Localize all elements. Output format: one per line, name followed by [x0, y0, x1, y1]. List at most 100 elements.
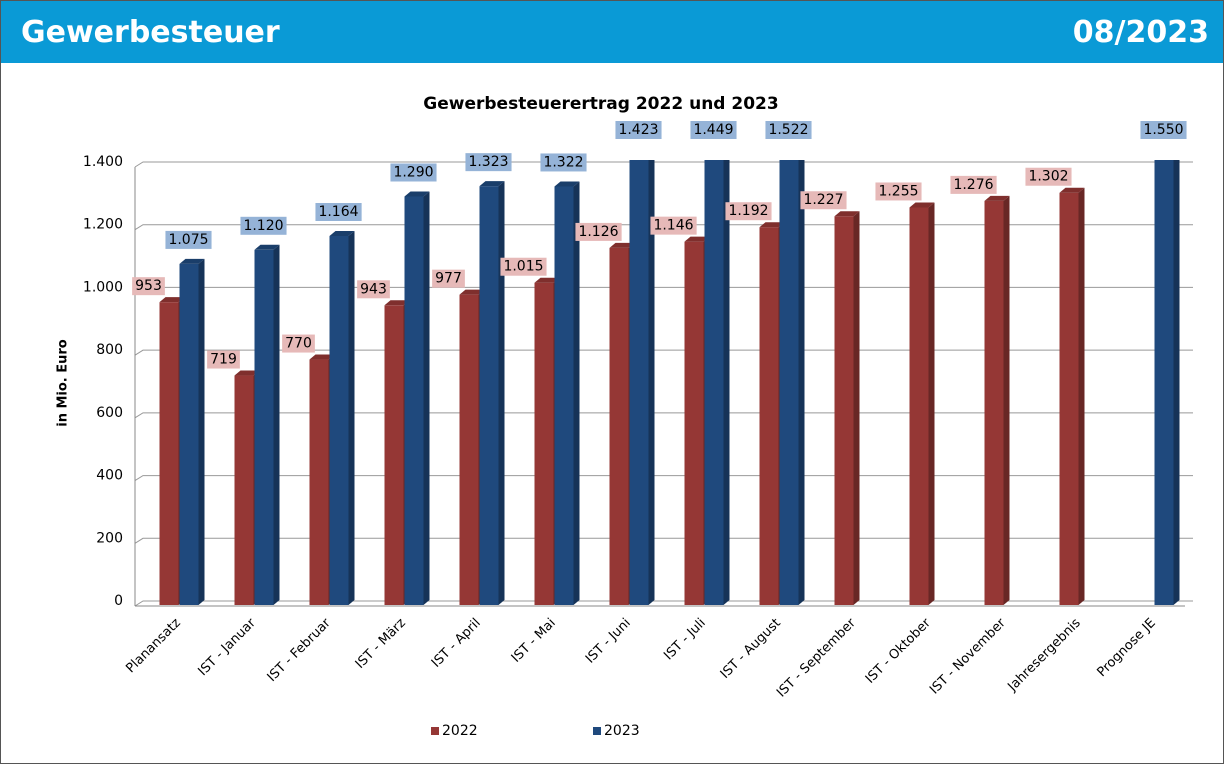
bar-side: [1173, 160, 1180, 605]
bar-top: [705, 142, 730, 147]
bar-side: [648, 160, 655, 605]
bar-side: [423, 191, 430, 605]
y-tick-label: 1.200: [83, 217, 123, 233]
data-label-box: [800, 191, 847, 210]
bar: [554, 186, 574, 606]
x-tick-label: IST - September: [774, 615, 859, 700]
data-label: 1.146: [653, 218, 693, 234]
x-tick-label: IST - Oktober: [863, 615, 934, 686]
grid-line: [134, 600, 1193, 607]
data-label: 1.164: [318, 204, 358, 220]
data-label: 1.302: [1028, 169, 1068, 185]
grid-line: [134, 286, 1193, 293]
data-label: 943: [360, 281, 387, 297]
grid-line: [134, 412, 1193, 419]
grid-line: [134, 161, 1193, 168]
bar-top: [834, 211, 860, 217]
data-label: 1.323: [468, 154, 508, 170]
data-label: 953: [135, 278, 162, 294]
x-tick-label: IST - August: [718, 616, 784, 682]
data-label-box: [1140, 121, 1187, 139]
data-label: 1.290: [393, 164, 433, 180]
bar-side: [498, 181, 505, 605]
chart-title: Gewerbesteuerertrag 2022 und 2023: [423, 94, 778, 114]
bar: [684, 241, 704, 605]
data-label-box: [950, 175, 997, 194]
chart: Gewerbesteuerertrag 2022 und 2023 in Mio…: [56, 94, 1193, 739]
bar-side: [928, 202, 935, 606]
bar: [629, 160, 649, 606]
y-axis-label: in Mio. Euro: [56, 339, 71, 427]
data-label-box: [765, 121, 812, 139]
y-tick-label: 600: [96, 405, 123, 421]
header: Gewerbesteuer 08/2023: [1, 1, 1223, 63]
data-label-box: [875, 182, 922, 201]
data-label-box: [315, 203, 362, 222]
legend-label: 2022: [442, 723, 478, 739]
data-label: 1.192: [728, 203, 768, 219]
y-tick-label: 0: [114, 593, 123, 609]
bar-top: [609, 242, 635, 248]
data-label: 1.449: [693, 122, 733, 138]
data-label: 1.255: [878, 183, 918, 199]
data-label-box: [540, 153, 587, 172]
bar: [1059, 192, 1079, 606]
grid-line: [134, 537, 1193, 544]
bar: [179, 263, 199, 605]
grid-line: [134, 475, 1193, 481]
data-label-box: [357, 280, 390, 299]
x-tick-label: IST - März: [353, 616, 409, 672]
bar: [759, 227, 779, 606]
data-label-box: [690, 121, 737, 139]
bar-top: [234, 370, 260, 376]
bar-top: [479, 181, 505, 187]
bar-top: [684, 236, 710, 242]
x-tick-label: IST - Januar: [195, 615, 259, 679]
bar: [234, 375, 254, 605]
bar-side: [1078, 187, 1085, 605]
bar-top: [909, 202, 935, 208]
bar-top: [384, 300, 410, 306]
data-label: 1.120: [243, 218, 283, 234]
bar-top: [1155, 110, 1180, 115]
data-label-box: [615, 121, 662, 139]
bar-side: [273, 244, 280, 606]
bar-side: [573, 181, 580, 606]
data-label-box: [165, 230, 212, 249]
data-label-box: [282, 334, 315, 353]
header-date: 08/2023: [1072, 14, 1209, 50]
bar: [459, 294, 479, 605]
bar-side: [1003, 195, 1010, 605]
y-tick-label: 1.400: [83, 154, 123, 170]
bar: [704, 160, 724, 605]
bar-top: [404, 191, 430, 197]
data-label: 719: [210, 352, 237, 368]
x-tick-label: Planansatz: [123, 616, 184, 677]
bar-side: [348, 231, 355, 605]
bar: [779, 160, 799, 605]
data-label-box: [500, 257, 547, 276]
data-label: 1.423: [618, 122, 658, 138]
bar-top: [179, 258, 205, 264]
data-label: 1.227: [803, 192, 843, 208]
data-label: 1.550: [1143, 122, 1183, 138]
bar-top: [329, 231, 355, 237]
x-tick-label: Jahresergebnis: [1005, 616, 1084, 695]
data-label-box: [132, 277, 165, 296]
bar: [159, 302, 179, 605]
data-label-box: [432, 269, 465, 288]
y-tick-label: 1.000: [83, 279, 123, 295]
x-tick-label: IST - November: [927, 615, 1009, 697]
data-label: 977: [435, 271, 462, 287]
bar-side: [723, 160, 730, 605]
y-tick-label: 400: [96, 468, 123, 484]
x-tick-label: IST - Februar: [265, 615, 335, 685]
bars: [159, 110, 1180, 606]
data-label: 1.276: [953, 177, 993, 193]
data-label-box: [240, 216, 287, 235]
x-tick-label: IST - Juli: [661, 616, 709, 664]
bar: [329, 236, 349, 605]
header-title: Gewerbesteuer: [21, 14, 280, 50]
bar-top: [984, 195, 1010, 201]
